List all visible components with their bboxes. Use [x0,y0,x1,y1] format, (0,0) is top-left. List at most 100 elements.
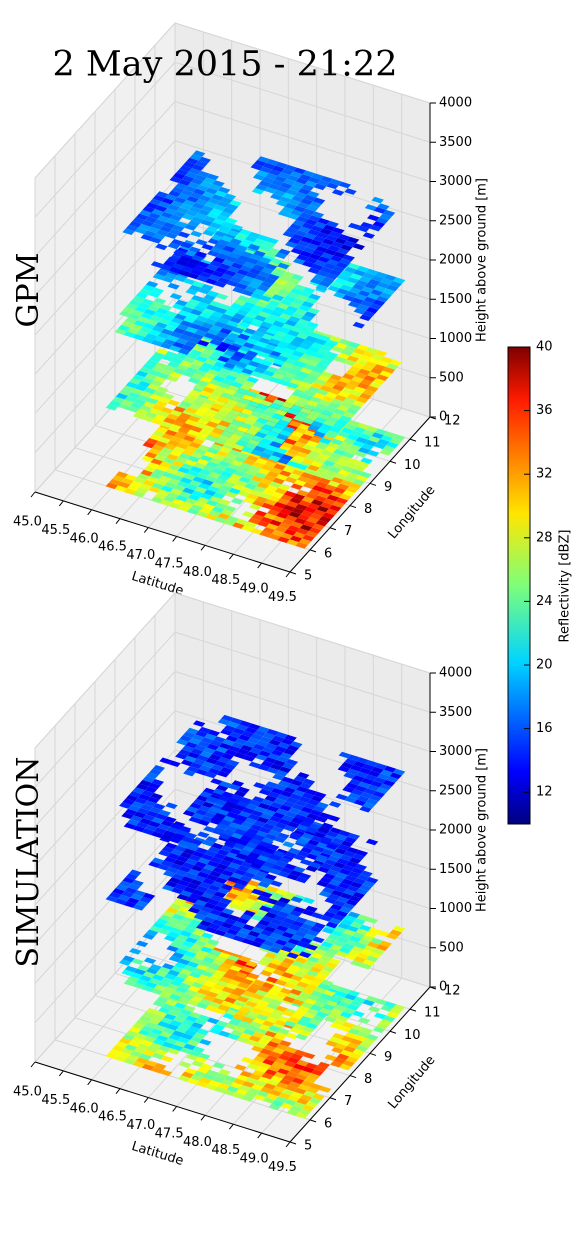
slice-cell [345,291,359,298]
slice-cell [346,925,360,933]
slice-cell [341,878,354,886]
slice-cell [210,365,223,372]
slice-cell [254,314,267,322]
slice-cell [216,849,230,856]
slice-cell [273,759,286,767]
slice-cell [290,974,303,982]
slice-cell [179,1009,193,1016]
slice-cell [347,911,361,919]
slice-cell [308,253,322,261]
slice-cell [147,1032,160,1039]
slice-cell [286,501,299,508]
slice-cell [165,880,178,888]
slice-cell [238,927,252,935]
slice-cell [177,231,191,239]
slice-cell [383,431,397,438]
slice-cell [300,315,314,322]
slice-cell [213,969,227,977]
slice-cell [307,267,321,275]
slice-cell [190,748,204,755]
z-tick-label: 500 [439,370,464,385]
slice-cell [157,489,170,496]
slice-cell [228,822,241,829]
slice-cell [105,895,119,903]
slice-cell [313,274,326,281]
slice-cell [269,441,282,448]
slice-cell [151,778,165,786]
slice-cell [235,518,248,526]
slice-cell [163,830,176,837]
slice-cell [263,1006,276,1014]
slice-cell [154,1063,167,1070]
slice-cell [283,295,297,303]
slice-cell [271,826,284,833]
slice-cell [247,400,261,408]
slice-cell [289,497,302,504]
slice-cell [389,280,402,288]
y-tick-label: 7 [344,524,352,539]
slice-cell [196,795,209,802]
slice-cell [251,848,264,856]
slice-cell [267,843,280,851]
slice-cell [335,380,348,388]
slice-cell [273,1033,286,1041]
slice-cell [298,381,312,388]
slice-cell [223,882,236,889]
slice-cell [222,815,236,823]
slice-cell [176,972,190,980]
slice-cell [229,808,243,815]
slice-cell [173,210,186,218]
slice-cell [196,184,209,192]
slice-cell [344,266,357,274]
slice-cell [145,1007,159,1015]
slice-cell [248,308,262,315]
slice-cell [284,851,298,859]
slice-cell [261,255,275,262]
slice-cell [168,955,182,963]
slice-cell [191,254,204,262]
slice-cell [282,230,295,238]
slice-cell [320,449,334,457]
slice-cell [254,510,268,517]
slice-cell [334,926,347,934]
slice-cell [258,428,271,435]
slice-cell [179,165,192,172]
slice-cell [184,832,198,839]
slice-cell [230,989,244,997]
y-tick-label: 11 [424,1006,441,1021]
slice-cell [353,799,367,806]
slice-cell [329,452,343,460]
slice-cell [253,367,267,374]
colorbar-tick-label: 16 [536,721,553,736]
slice-cell [352,400,365,407]
slice-cell [278,766,292,773]
slice-cell [258,841,271,848]
slice-cell [130,480,143,488]
slice-cell [170,474,184,481]
slice-cell [262,241,276,248]
slice-cell [301,832,314,840]
slice-cell [174,845,187,853]
slice-cell [337,882,351,890]
slice-cell [280,987,293,995]
slice-cell [248,761,261,769]
slice-cell [330,1060,343,1068]
slice-cell [326,831,339,838]
slice-cell [299,858,313,866]
slice-cell [219,781,232,788]
slice-cell [309,1083,323,1090]
slice-cell [284,942,297,949]
slice-cell [129,378,142,385]
z-tick-label: 1500 [439,292,472,307]
slice-cell [320,862,334,870]
slice-cell [229,925,243,932]
slice-cell [212,256,226,264]
slice-cell [293,814,307,821]
slice-cell [284,319,298,327]
slice-cell [340,479,353,487]
slice-cell [226,280,239,287]
slice-cell [277,341,290,348]
slice-cell [344,875,357,882]
slice-cell [211,270,225,278]
slice-cell [299,407,313,415]
